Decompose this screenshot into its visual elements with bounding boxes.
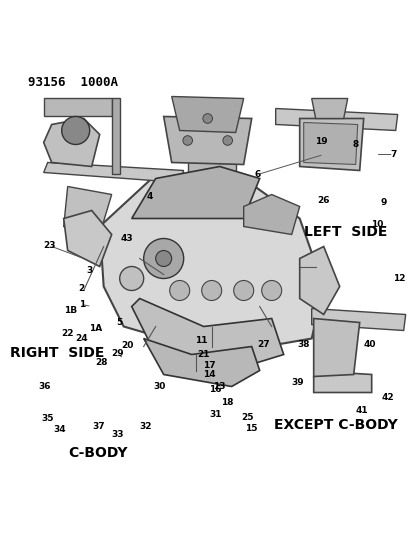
Polygon shape bbox=[100, 179, 323, 354]
Text: RIGHT  SIDE: RIGHT SIDE bbox=[10, 345, 104, 359]
Text: 8: 8 bbox=[352, 140, 358, 149]
Circle shape bbox=[233, 280, 253, 301]
Polygon shape bbox=[112, 99, 119, 174]
Circle shape bbox=[143, 238, 183, 279]
Polygon shape bbox=[311, 309, 405, 330]
Polygon shape bbox=[243, 195, 299, 235]
Polygon shape bbox=[131, 298, 283, 370]
Text: LEFT  SIDE: LEFT SIDE bbox=[303, 225, 387, 239]
Polygon shape bbox=[303, 123, 357, 165]
Polygon shape bbox=[131, 166, 259, 219]
Text: 4: 4 bbox=[146, 192, 152, 201]
Text: 3: 3 bbox=[86, 266, 93, 275]
Text: 11: 11 bbox=[195, 336, 207, 345]
Text: 30: 30 bbox=[153, 382, 166, 391]
Circle shape bbox=[62, 117, 90, 144]
Text: 43: 43 bbox=[120, 234, 133, 243]
Text: 2: 2 bbox=[78, 284, 85, 293]
Circle shape bbox=[222, 136, 232, 146]
Text: 6: 6 bbox=[254, 170, 260, 179]
Circle shape bbox=[155, 251, 171, 266]
Text: 42: 42 bbox=[380, 393, 393, 402]
Polygon shape bbox=[64, 187, 112, 235]
Text: 35: 35 bbox=[41, 414, 54, 423]
Polygon shape bbox=[299, 246, 339, 314]
Text: 29: 29 bbox=[111, 349, 124, 358]
Text: 17: 17 bbox=[203, 361, 216, 370]
Text: 13: 13 bbox=[213, 382, 225, 391]
Polygon shape bbox=[275, 109, 397, 131]
Circle shape bbox=[202, 114, 212, 123]
Text: 10: 10 bbox=[370, 220, 383, 229]
Text: 32: 32 bbox=[139, 422, 152, 431]
Text: 25: 25 bbox=[241, 413, 253, 422]
Text: 18: 18 bbox=[221, 398, 233, 407]
Polygon shape bbox=[44, 118, 100, 166]
Text: 5: 5 bbox=[116, 318, 123, 327]
Text: 27: 27 bbox=[257, 340, 269, 349]
Polygon shape bbox=[299, 118, 363, 171]
Polygon shape bbox=[313, 319, 359, 376]
Polygon shape bbox=[44, 163, 183, 182]
Polygon shape bbox=[313, 373, 371, 392]
Text: 33: 33 bbox=[111, 430, 123, 439]
Polygon shape bbox=[44, 99, 112, 117]
Text: 19: 19 bbox=[315, 137, 327, 146]
Text: 26: 26 bbox=[317, 196, 329, 205]
Text: 24: 24 bbox=[75, 334, 88, 343]
Circle shape bbox=[201, 280, 221, 301]
Text: 22: 22 bbox=[61, 329, 74, 338]
Polygon shape bbox=[64, 211, 112, 266]
Text: 1B: 1B bbox=[64, 306, 77, 315]
Text: 37: 37 bbox=[93, 422, 105, 431]
Text: 21: 21 bbox=[197, 350, 209, 359]
Text: 36: 36 bbox=[38, 382, 51, 391]
Text: 31: 31 bbox=[209, 410, 221, 419]
Text: 38: 38 bbox=[297, 340, 309, 349]
Text: 7: 7 bbox=[389, 150, 396, 159]
Text: 28: 28 bbox=[95, 358, 108, 367]
Polygon shape bbox=[187, 155, 235, 187]
Polygon shape bbox=[311, 99, 347, 118]
Text: 1A: 1A bbox=[89, 324, 102, 333]
Text: C-BODY: C-BODY bbox=[68, 446, 127, 459]
Text: 12: 12 bbox=[392, 274, 405, 283]
Text: 41: 41 bbox=[354, 406, 367, 415]
Text: EXCEPT C-BODY: EXCEPT C-BODY bbox=[273, 417, 396, 432]
Circle shape bbox=[169, 280, 189, 301]
Text: 39: 39 bbox=[291, 378, 303, 387]
Text: 14: 14 bbox=[203, 370, 216, 379]
Circle shape bbox=[183, 136, 192, 146]
Text: 1: 1 bbox=[78, 300, 85, 309]
Text: 23: 23 bbox=[43, 241, 56, 250]
Text: 34: 34 bbox=[53, 425, 66, 434]
Text: 9: 9 bbox=[380, 198, 386, 207]
Text: 16: 16 bbox=[209, 385, 221, 394]
Text: 40: 40 bbox=[363, 340, 375, 349]
Polygon shape bbox=[143, 338, 259, 386]
Polygon shape bbox=[163, 117, 251, 165]
Circle shape bbox=[119, 266, 143, 290]
Circle shape bbox=[261, 280, 281, 301]
Text: 93156  1000A: 93156 1000A bbox=[28, 77, 117, 90]
Polygon shape bbox=[171, 96, 243, 133]
Text: 20: 20 bbox=[121, 341, 133, 350]
Text: 15: 15 bbox=[245, 424, 257, 433]
